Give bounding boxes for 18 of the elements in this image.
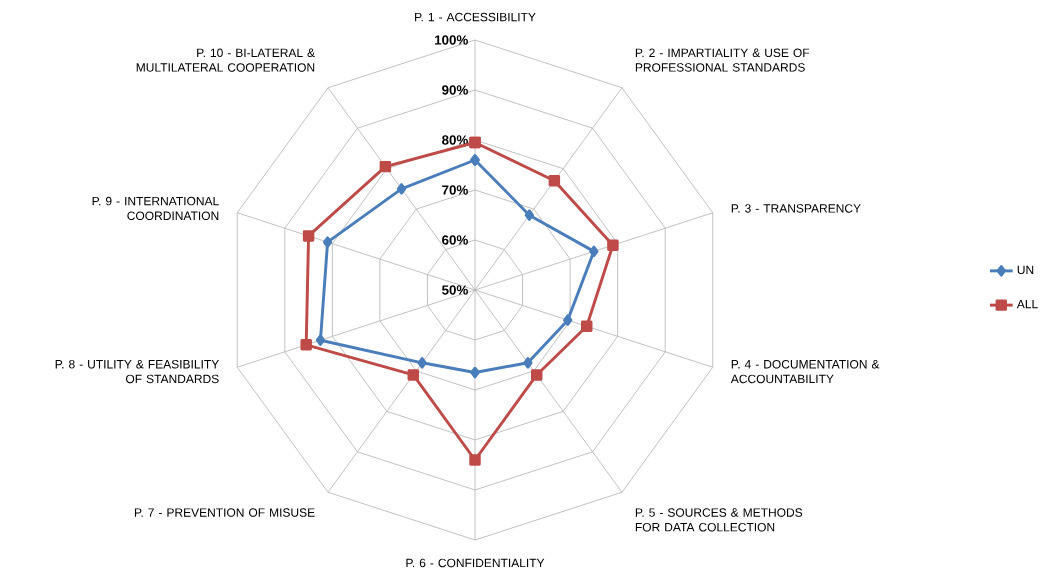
spoke-label: P. 10 - BI-LATERAL & MULTILATERAL COOPERATION (136, 48, 315, 72)
spoke-label: P. 6 - CONFIDENTIALITY (406, 558, 545, 568)
spoke-label: P. 4 - DOCUMENTATION & ACCOUNTABILITY (730, 359, 880, 384)
y-tick-label: 80% (442, 135, 468, 145)
spoke-label: P. 5 - SOURCES & METHODS FOR DATA COLLECTION (635, 508, 803, 532)
spoke-label: P. 3 - TRANSPARENCY (731, 204, 861, 213)
y-tick-label: 60% (442, 235, 468, 245)
spoke-label: P. 7 - PREVENTION OF MISUSE (134, 508, 315, 517)
legend-label: ALL (1016, 299, 1038, 309)
legend-label: UN (1017, 265, 1034, 275)
spoke-label: P. 2 - IMPARTIALITY & USE OF PROFESSIONAL STANDARDS (635, 48, 810, 72)
spoke-label: P. 8 - UTILITY & FEASIBILITY OF STANDARDS (55, 359, 219, 384)
spoke-label: P. 1 - ACCESSIBILITY (415, 12, 536, 22)
y-tick-label: 90% (442, 85, 468, 95)
y-tick-label: 100% (435, 35, 468, 45)
spoke-label: P. 9 - INTERNATIONAL COORDINATION (92, 196, 219, 221)
y-tick-label: 70% (442, 185, 468, 195)
y-tick-label: 50% (442, 285, 468, 295)
